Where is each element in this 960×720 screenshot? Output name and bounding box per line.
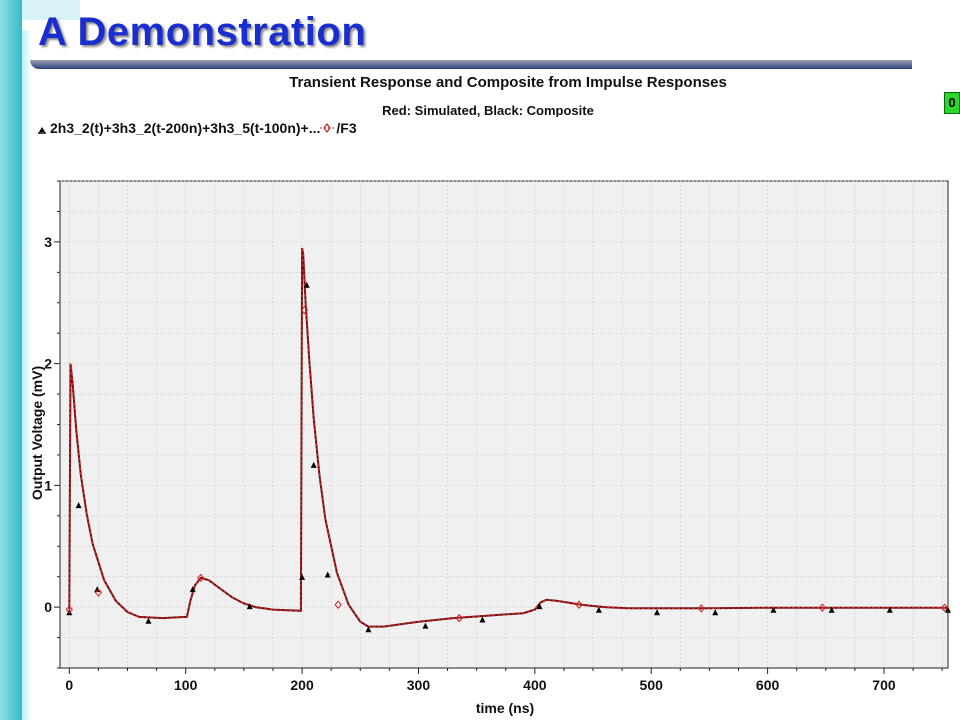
composite-marker bbox=[246, 603, 253, 610]
composite-marker bbox=[422, 622, 429, 629]
composite-marker bbox=[310, 461, 317, 468]
composite-marker bbox=[75, 502, 82, 509]
x-tick-label: 100 bbox=[174, 677, 198, 693]
composite-marker bbox=[945, 606, 951, 613]
x-tick-label: 600 bbox=[756, 677, 780, 693]
simulated-marker bbox=[94, 588, 103, 597]
x-tick-label: 400 bbox=[523, 677, 547, 693]
slide-title: A Demonstration bbox=[38, 10, 367, 54]
composite-marker bbox=[536, 603, 543, 610]
y-tick-label: 0 bbox=[44, 599, 52, 615]
chart-subtitle: Red: Simulated, Black: Composite bbox=[382, 104, 594, 117]
simulated-marker bbox=[65, 605, 73, 614]
y-tick-label: 2 bbox=[44, 356, 52, 372]
top-accent-band bbox=[22, 0, 80, 20]
legend-series-composite: 2h3_2(t)+3h3_2(t-200n)+3h3_5(t-100n)+... bbox=[50, 120, 321, 136]
composite-marker bbox=[299, 573, 306, 580]
simulated-marker bbox=[818, 603, 826, 613]
composite-marker bbox=[886, 606, 893, 613]
series-simulated-line bbox=[68, 247, 948, 628]
composite-marker bbox=[828, 606, 835, 613]
x-tick-label: 200 bbox=[290, 677, 314, 693]
x-tick-label: 500 bbox=[640, 677, 664, 693]
composite-marker bbox=[303, 281, 310, 288]
x-tick-label: 700 bbox=[872, 677, 896, 693]
simulated-marker bbox=[697, 604, 705, 613]
x-tick-label: 0 bbox=[65, 677, 73, 693]
x-axis-label: time (ns) bbox=[475, 700, 535, 716]
title-underline bbox=[30, 60, 912, 69]
simulated-marker bbox=[300, 305, 309, 315]
composite-marker bbox=[66, 609, 73, 616]
composite-marker bbox=[479, 616, 486, 623]
composite-marker bbox=[770, 606, 777, 613]
simulated-marker bbox=[940, 603, 949, 613]
composite-marker bbox=[94, 586, 101, 593]
y-tick-label: 3 bbox=[44, 234, 52, 250]
chart-legend: 2h3_2(t)+3h3_2(t-200n)+3h3_5(t-100n)+...… bbox=[34, 120, 357, 136]
composite-marker bbox=[324, 571, 331, 578]
simulated-marker bbox=[575, 600, 583, 609]
legend-diamond-marker-icon bbox=[320, 123, 335, 133]
simulated-marker bbox=[334, 600, 342, 609]
composite-marker bbox=[712, 609, 719, 616]
composite-marker bbox=[145, 617, 152, 624]
composite-marker bbox=[595, 606, 602, 613]
x-tick-label: 300 bbox=[407, 677, 431, 693]
simulated-marker bbox=[455, 613, 463, 623]
composite-marker bbox=[189, 586, 196, 593]
y-axis-label: Output Voltage (mV) bbox=[29, 365, 45, 501]
composite-marker bbox=[365, 626, 372, 633]
simulated-marker bbox=[197, 573, 205, 583]
left-accent-gradient bbox=[22, 30, 32, 720]
composite-marker bbox=[654, 609, 661, 616]
legend-triangle-marker-icon bbox=[38, 127, 46, 134]
left-accent-bar bbox=[0, 0, 22, 720]
chart-title: Transient Response and Composite from Im… bbox=[289, 74, 727, 91]
legend-series-simulated: /F3 bbox=[336, 120, 357, 136]
y-tick-label: 1 bbox=[44, 477, 52, 493]
